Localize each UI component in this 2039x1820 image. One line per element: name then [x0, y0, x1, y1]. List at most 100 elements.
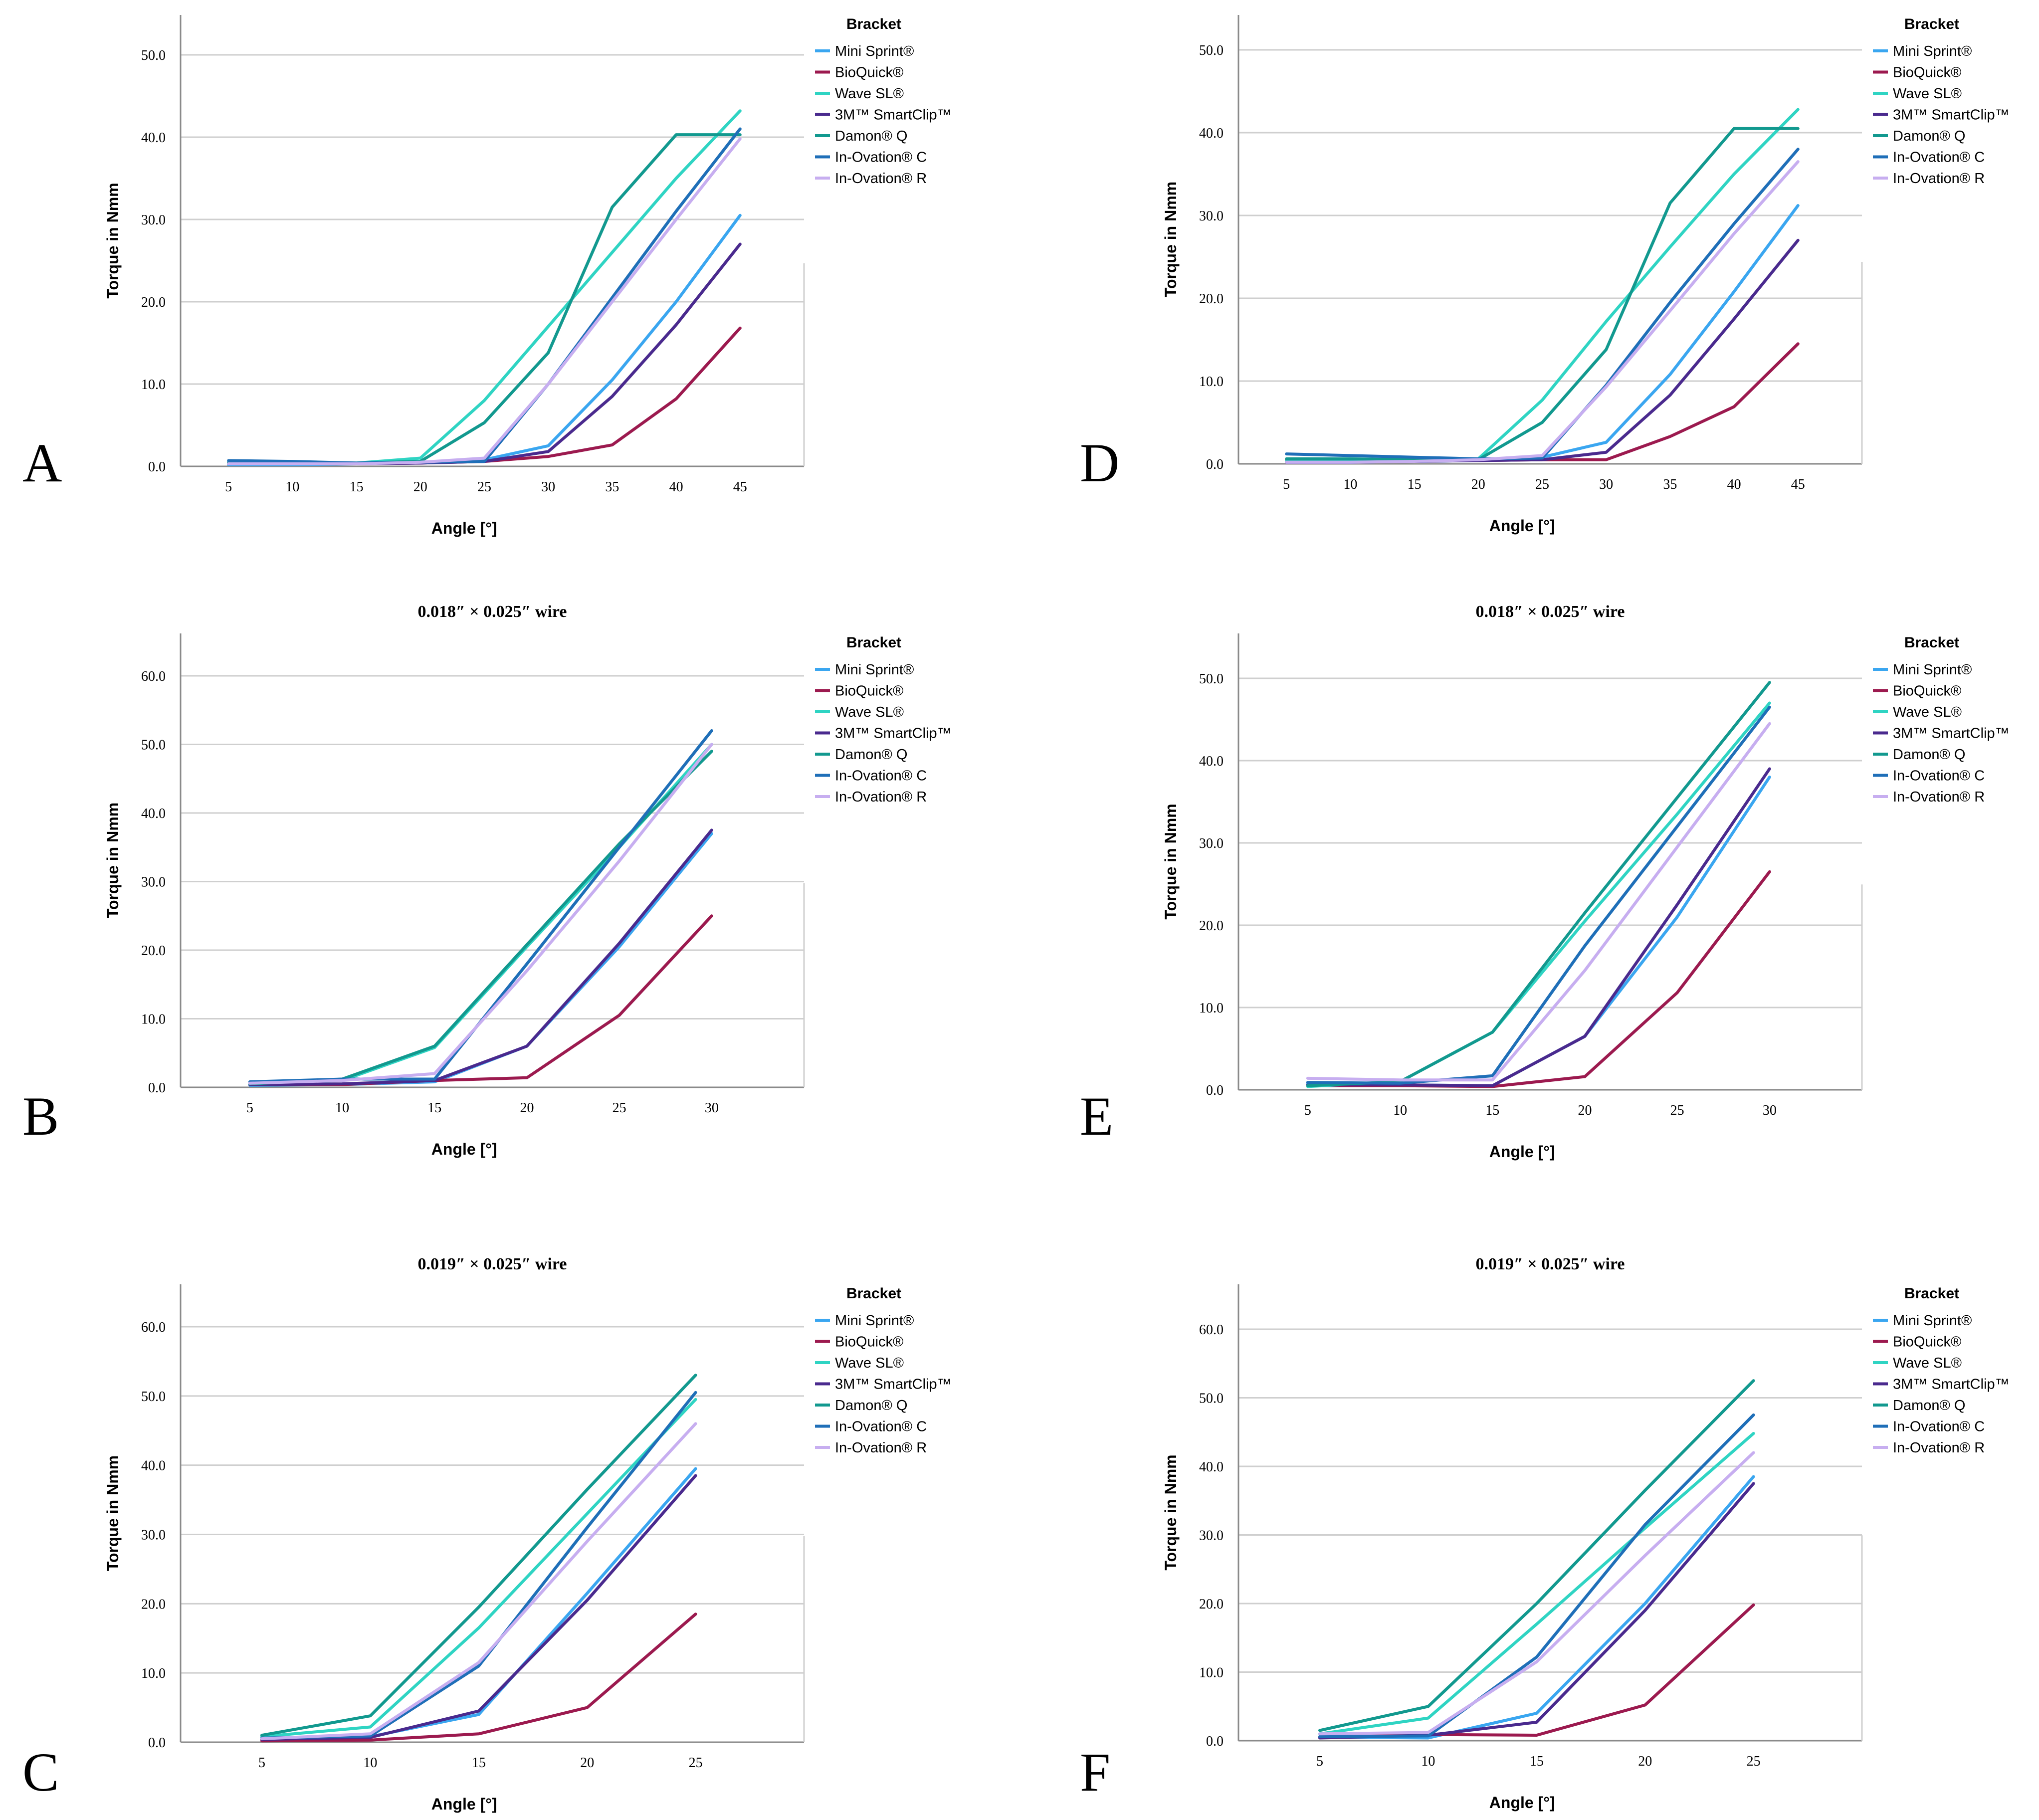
- x-axis-label: Angle [°]: [1489, 1794, 1555, 1812]
- legend-entry: In-Ovation® R: [835, 1440, 927, 1456]
- legend-entry: Wave SL®: [835, 704, 904, 720]
- y-tick-label: 40.0: [1199, 1459, 1223, 1475]
- x-tick-label: 20: [520, 1100, 534, 1116]
- x-tick-label: 30: [1763, 1103, 1777, 1118]
- chart-panel-b: B 0.018″ × 0.025″ wire 0.0 10.0 20.0 30.0 40.0…: [22, 603, 952, 1158]
- legend-entry: In-Ovation® R: [1893, 1440, 1985, 1456]
- chart-title: 0.018″ × 0.025″ wire: [418, 603, 567, 621]
- legend-entry: In-Ovation® C: [835, 150, 927, 166]
- x-axis-label: Angle [°]: [1489, 1143, 1555, 1161]
- y-tick-label: 40.0: [141, 806, 166, 821]
- x-tick-label: 35: [1663, 477, 1677, 492]
- y-tick-label: 20.0: [1199, 291, 1223, 307]
- x-tick-label: 10: [335, 1100, 349, 1116]
- y-tick-label: 60.0: [141, 1320, 166, 1335]
- series-line-6: [1285, 148, 1800, 460]
- legend-entry: 3M™ SmartClip™: [835, 1377, 952, 1393]
- legend-entry: 3M™ SmartClip™: [1893, 1377, 2010, 1393]
- legend-entry: 3M™ SmartClip™: [1893, 726, 2010, 742]
- x-tick-label: 25: [689, 1755, 703, 1771]
- series-line-3: [260, 1398, 697, 1738]
- chart-title: 0.019″ × 0.025″ wire: [1476, 1255, 1625, 1273]
- series-line-2: [248, 914, 713, 1086]
- y-axis-label: Torque in Nmm: [104, 803, 122, 918]
- legend-entry: BioQuick®: [1893, 683, 1961, 699]
- x-tick-label: 20: [580, 1755, 594, 1771]
- y-tick-label: 10.0: [1199, 1665, 1223, 1681]
- series-line-7: [260, 1422, 697, 1741]
- legend-entry: In-Ovation® C: [1893, 150, 1985, 166]
- legend-entry: Damon® Q: [1893, 747, 1965, 763]
- chart-panel-a: A 0.0 10.0 20.0 30.0 40.0 50.0 5 10 15 20 25 30 35 40 4…: [22, 15, 952, 537]
- panel-letter: B: [22, 1086, 59, 1147]
- x-axis-label: Angle [°]: [1489, 517, 1555, 535]
- legend-entry: Damon® Q: [835, 1398, 907, 1414]
- legend-title: Bracket: [1904, 1285, 1959, 1302]
- series-line-2: [1306, 870, 1771, 1088]
- legend-entry: In-Ovation® C: [835, 768, 927, 784]
- y-tick-label: 40.0: [1199, 754, 1223, 769]
- x-tick-label: 45: [733, 479, 747, 495]
- y-tick-label: 10.0: [141, 1012, 166, 1027]
- series-line-5: [1285, 127, 1800, 461]
- y-tick-label: 30.0: [141, 1528, 166, 1543]
- x-tick-label: 30: [541, 479, 555, 495]
- x-tick-label: 30: [1599, 477, 1613, 492]
- y-tick-label: 0.0: [1206, 1734, 1223, 1749]
- x-tick-label: 15: [1408, 477, 1422, 492]
- legend-entry: Mini Sprint®: [835, 1313, 914, 1329]
- x-tick-label: 40: [1727, 477, 1741, 492]
- legend-entry: Damon® Q: [1893, 1398, 1965, 1414]
- x-tick-label: 15: [472, 1755, 486, 1771]
- series-line-4: [1318, 1482, 1755, 1740]
- y-tick-label: 20.0: [1199, 918, 1223, 934]
- legend-entry: Mini Sprint®: [835, 662, 914, 678]
- y-tick-label: 60.0: [1199, 1322, 1223, 1338]
- x-tick-label: 15: [350, 479, 364, 495]
- x-tick-label: 15: [1530, 1754, 1544, 1769]
- series-line-5: [227, 133, 742, 465]
- series-line-7: [1318, 1451, 1755, 1736]
- x-tick-label: 20: [413, 479, 427, 495]
- y-tick-label: 40.0: [141, 1458, 166, 1474]
- x-tick-label: 5: [225, 479, 232, 495]
- x-tick-label: 30: [705, 1100, 719, 1116]
- legend-title: Bracket: [1904, 634, 1959, 651]
- y-tick-label: 50.0: [1199, 1391, 1223, 1407]
- series-line-6: [1318, 1413, 1755, 1738]
- series-line-3: [227, 109, 742, 465]
- legend-entry: Wave SL®: [1893, 704, 1962, 720]
- y-tick-label: 30.0: [1199, 208, 1223, 224]
- x-tick-label: 15: [1485, 1103, 1499, 1118]
- y-tick-label: 30.0: [1199, 836, 1223, 851]
- x-tick-label: 25: [1670, 1103, 1684, 1118]
- panel-letter: C: [22, 1742, 59, 1803]
- x-tick-label: 40: [669, 479, 683, 495]
- chart-panel-c: C 0.019″ × 0.025″ wire 0.0 10.0 20.0 30.0 40.0…: [22, 1255, 952, 1813]
- legend-entry: Wave SL®: [1893, 1355, 1962, 1371]
- legend-entry: In-Ovation® R: [1893, 789, 1985, 805]
- legend-entry: In-Ovation® R: [1893, 171, 1985, 187]
- y-axis-label: Torque in Nmm: [1162, 1454, 1180, 1570]
- series-line-4: [1306, 767, 1771, 1087]
- y-axis-label: Torque in Nmm: [104, 183, 122, 298]
- x-tick-label: 25: [477, 479, 491, 495]
- x-tick-label: 20: [1638, 1754, 1652, 1769]
- legend-entry: 3M™ SmartClip™: [1893, 107, 2010, 123]
- y-tick-label: 50.0: [141, 738, 166, 753]
- legend-entry: 3M™ SmartClip™: [835, 726, 952, 742]
- legend-entry: Wave SL®: [1893, 86, 1962, 102]
- legend-entry: Mini Sprint®: [1893, 43, 1972, 59]
- y-tick-label: 10.0: [141, 1666, 166, 1681]
- y-tick-label: 60.0: [141, 669, 166, 684]
- x-tick-label: 10: [363, 1755, 377, 1771]
- legend-entry: 3M™ SmartClip™: [835, 107, 952, 123]
- y-tick-label: 0.0: [148, 1080, 166, 1096]
- x-tick-label: 35: [605, 479, 619, 495]
- series-line-4: [248, 828, 713, 1086]
- y-tick-label: 40.0: [1199, 126, 1223, 141]
- x-tick-label: 25: [1535, 477, 1549, 492]
- panel-letter: A: [22, 432, 62, 493]
- panel-letter: F: [1080, 1742, 1110, 1803]
- legend-entry: In-Ovation® R: [835, 171, 927, 187]
